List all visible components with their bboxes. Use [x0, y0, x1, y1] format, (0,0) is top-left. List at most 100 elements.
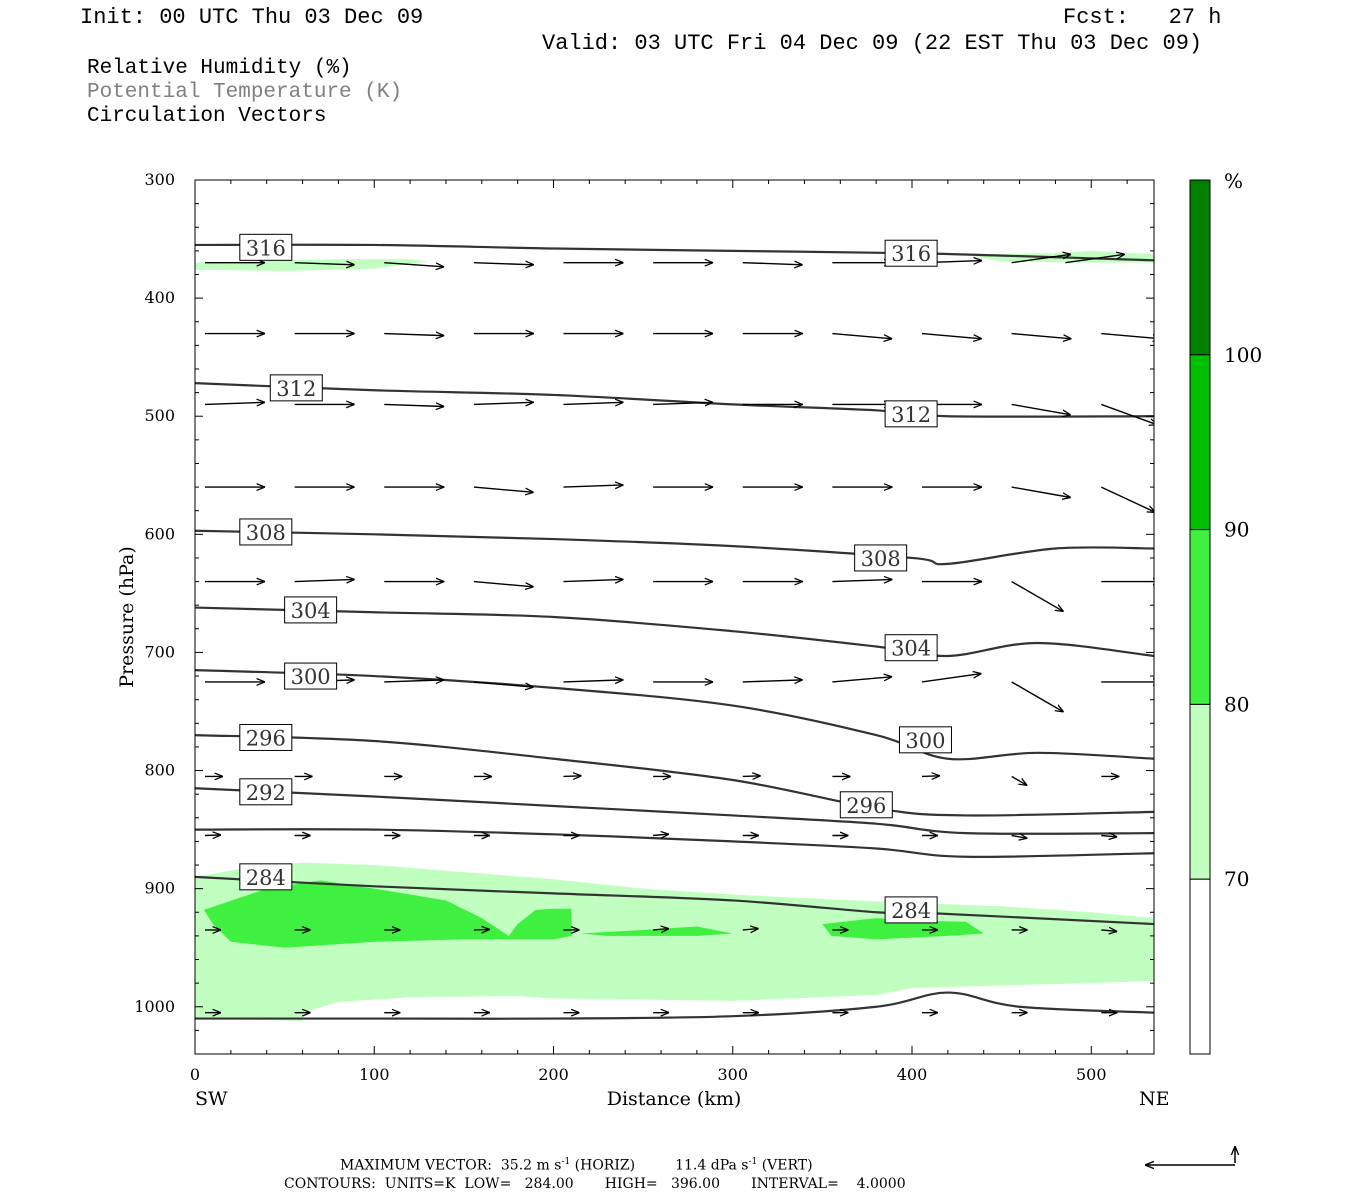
circulation-vector [1011, 403, 1071, 414]
x-tick-label: 300 [717, 1065, 748, 1084]
ne-label: NE [1139, 1088, 1170, 1110]
circulation-vector [1101, 836, 1117, 837]
circulation-vector [653, 929, 669, 930]
circulation-vector [204, 835, 221, 836]
colorbar-level-label: 90 [1224, 518, 1249, 542]
contour-label-box [839, 791, 893, 819]
circulation-vector [294, 263, 355, 265]
circulation-vector [1011, 332, 1072, 339]
circulation-vector [1011, 254, 1071, 264]
theta-contour-292 [195, 787, 1154, 835]
circulation-vector [921, 674, 981, 683]
contour-label: 300 [905, 729, 945, 753]
contour-label: 292 [246, 781, 286, 805]
y-tick-label: 300 [144, 170, 175, 189]
circulation-vector [742, 680, 803, 682]
rh-region-80 [203, 880, 572, 948]
circulation-vector [473, 580, 534, 587]
contour-label: 312 [891, 403, 931, 427]
y-tick-label: 600 [144, 524, 175, 543]
circulation-vector [1011, 486, 1071, 497]
x-tick-label: 400 [897, 1065, 928, 1084]
theta-contour-316 [195, 243, 1154, 262]
circulation-vector [832, 677, 892, 683]
contour-label-box [854, 544, 908, 572]
circulation-vector [1065, 254, 1124, 264]
contour-label-box [239, 233, 293, 261]
circulation-vector [921, 776, 940, 777]
contour-label-box [898, 726, 952, 754]
circulation-vector [204, 402, 265, 404]
circulation-vector [473, 263, 534, 265]
colorbar-level-label: 100 [1224, 343, 1262, 367]
contour-label-box [884, 634, 938, 662]
theta-contour-308 [195, 529, 1154, 566]
circulation-vector [473, 681, 534, 687]
footer-max-vector: MAXIMUM VECTOR: 35.2 m s-1 (HORIZ) 11.4 … [340, 1157, 813, 1174]
y-tick-label: 500 [144, 406, 175, 425]
colorbar-level-label: 80 [1224, 692, 1249, 716]
colorbar-level-label: 70 [1224, 867, 1249, 891]
circulation-vector [1101, 403, 1154, 425]
contour-label: 312 [276, 377, 316, 401]
contour-label-box [239, 863, 293, 891]
x-axis-title: Distance (km) [607, 1088, 742, 1110]
contour-label-box [269, 374, 323, 402]
contour-label-box [239, 778, 293, 806]
rh-region-70 [195, 259, 429, 271]
theta-contour-312 [195, 382, 1154, 418]
contour-label: 296 [846, 794, 886, 818]
circulation-vector [742, 263, 803, 265]
theta-contour-304 [195, 606, 1154, 658]
contour-label-box [239, 518, 293, 546]
circulation-vector [384, 680, 444, 682]
theta-contour-296 [195, 734, 1154, 817]
circulation-vector [1011, 580, 1064, 612]
contour-label-box [284, 662, 338, 690]
y-axis-title: Pressure (hPa) [116, 546, 138, 688]
circulation-vector [1100, 486, 1154, 512]
forecast-hour: Fcst: 27 h [1063, 5, 1222, 30]
circulation-vector [294, 579, 355, 581]
rh-region-80 [822, 918, 984, 940]
circulation-vector [563, 776, 582, 777]
colorbar-segment [1189, 703, 1211, 880]
y-tick-label: 400 [144, 288, 175, 307]
valid-time: Valid: 03 UTC Fri 04 Dec 09 (22 EST Thu … [542, 31, 1203, 56]
contour-label: 316 [891, 242, 931, 266]
circulation-vector [1101, 332, 1154, 339]
contour-label-box [284, 596, 338, 624]
circulation-vector [742, 929, 759, 930]
y-tick-label: 1000 [134, 997, 175, 1016]
circulation-vector [1011, 836, 1028, 839]
contour-label: 304 [291, 599, 331, 623]
colorbar-segment [1189, 179, 1211, 356]
legend-rh: Relative Humidity (%) [87, 57, 352, 80]
x-tick-label: 500 [1076, 1065, 1107, 1084]
contour-label: 284 [246, 866, 286, 890]
colorbar-segment [1189, 529, 1211, 705]
colorbar: % 100 90 80 70 [1189, 169, 1262, 1055]
circulation-vector [384, 261, 444, 267]
x-tick-label: 100 [359, 1065, 390, 1084]
contour-label-box [884, 239, 938, 267]
circulation-vector [563, 579, 624, 581]
circulation-vector [832, 579, 892, 581]
legend-theta: Potential Temperature (K) [87, 81, 403, 104]
circulation-vector [653, 402, 713, 404]
circulation-vector [384, 334, 444, 336]
sw-label: SW [195, 1088, 228, 1110]
circulation-vector [563, 402, 624, 404]
init-time: Init: 00 UTC Thu 03 Dec 09 [80, 5, 424, 30]
circulation-vector [832, 332, 892, 339]
circulation-vector [742, 776, 761, 777]
circulation-vector [384, 404, 444, 406]
colorbar-segment [1189, 878, 1211, 1055]
theta-contour-288 [195, 828, 1154, 858]
contour-label: 308 [246, 521, 286, 545]
footer-contours: CONTOURS: UNITS=K LOW= 284.00 HIGH= 396.… [284, 1176, 906, 1192]
theta-contour-280 [195, 991, 1154, 1020]
legend-vectors: Circulation Vectors [87, 105, 327, 128]
colorbar-segment [1189, 354, 1211, 531]
